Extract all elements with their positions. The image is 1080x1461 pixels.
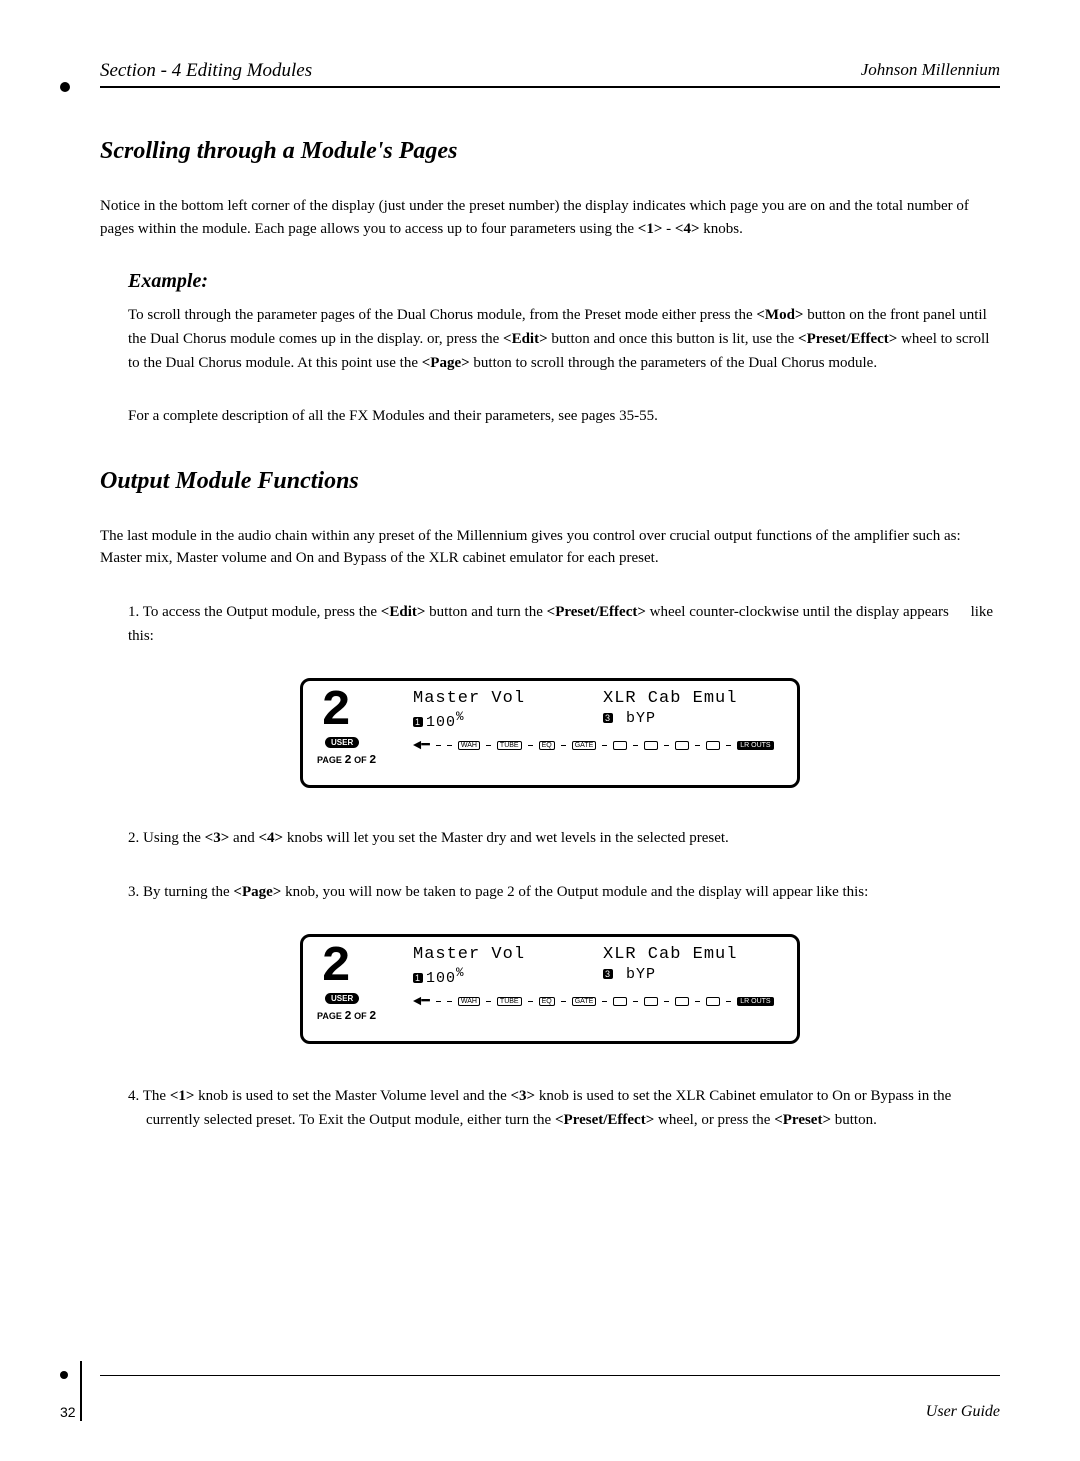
footer-rule <box>100 1375 1000 1376</box>
heading-scrolling: Scrolling through a Module's Pages <box>100 138 1000 165</box>
user-badge: USER <box>325 737 359 748</box>
section-title: Section - 4 Editing Modules <box>100 60 312 82</box>
lcd-display-1: 2 USER PAGE 2 OF 2 Master Vol XLR Cab Em… <box>300 678 800 788</box>
lcd-row-labels: Master Vol XLR Cab Emul <box>413 945 781 964</box>
lcd-row-values: 1100% 3 bYP <box>413 966 781 987</box>
guide-label: User Guide <box>926 1403 1000 1421</box>
signal-chain: ◄━ WAH TUBE EQ GATE LR OUTS <box>413 993 781 1010</box>
step-1: 1. To access the Output module, press th… <box>128 600 1000 648</box>
page-indicator: PAGE 2 OF 2 <box>317 753 376 767</box>
output-intro: The last module in the audio chain withi… <box>100 525 1000 570</box>
step-2: 2. Using the <3> and <4> knobs will let … <box>128 826 1000 850</box>
page-indicator: PAGE 2 OF 2 <box>317 1009 376 1023</box>
page-header: Section - 4 Editing Modules Johnson Mill… <box>100 60 1000 88</box>
lcd-row-values: 1100% 3 bYP <box>413 710 781 731</box>
preset-number: 2 <box>321 687 351 737</box>
step-3: 3. By turning the <Page> knob, you will … <box>128 880 1000 904</box>
page-footer: 32 User Guide <box>60 1403 1000 1421</box>
intro-paragraph: Notice in the bottom left corner of the … <box>100 195 1000 240</box>
heading-output: Output Module Functions <box>100 468 1000 495</box>
lcd-row-labels: Master Vol XLR Cab Emul <box>413 689 781 708</box>
footer-bullet <box>60 1371 68 1379</box>
preset-number: 2 <box>321 943 351 993</box>
fx-reference: For a complete description of all the FX… <box>128 405 1000 428</box>
page-number: 32 <box>60 1404 76 1420</box>
lcd-display-2: 2 USER PAGE 2 OF 2 Master Vol XLR Cab Em… <box>300 934 800 1044</box>
example-text: To scroll through the parameter pages of… <box>128 303 1000 375</box>
example-heading: Example: <box>128 270 1000 293</box>
product-name: Johnson Millennium <box>861 60 1000 82</box>
plug-icon: ◄━ <box>413 993 430 1010</box>
step-4: 4. The <1> knob is used to set the Maste… <box>128 1084 1000 1132</box>
user-badge: USER <box>325 993 359 1004</box>
signal-chain: ◄━ WAH TUBE EQ GATE LR OUTS <box>413 737 781 754</box>
plug-icon: ◄━ <box>413 737 430 754</box>
